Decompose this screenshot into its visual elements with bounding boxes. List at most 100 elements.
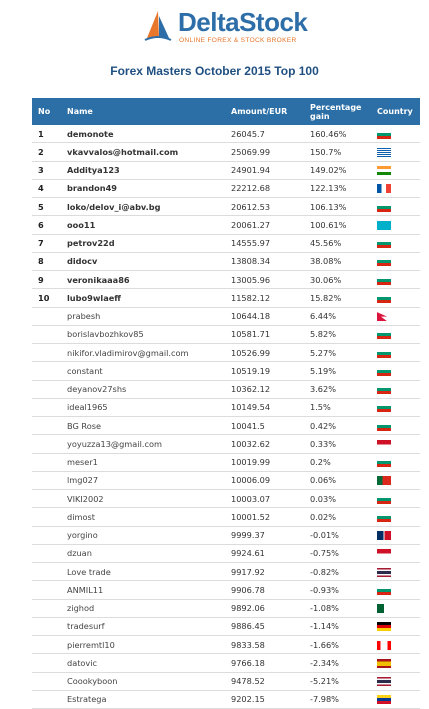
rank-cell: 7 bbox=[32, 234, 61, 253]
rank-cell bbox=[32, 416, 61, 436]
table-header-row: No Name Amount/EUR Percentage gain Count… bbox=[32, 98, 420, 125]
trader-name-cell: demonote bbox=[61, 125, 225, 144]
trader-name-cell: petrov22d bbox=[61, 234, 225, 253]
table-row: meser1 10019.99 0.2% bbox=[32, 453, 420, 472]
trader-name-cell: lmg027 bbox=[61, 471, 225, 491]
table-row: VIKI2002 10003.07 0.03% bbox=[32, 489, 420, 509]
algeria-flag-icon bbox=[377, 604, 391, 614]
bulgaria-flag-icon bbox=[377, 512, 391, 522]
country-cell bbox=[371, 507, 420, 527]
trader-name-cell: meser1 bbox=[61, 453, 225, 472]
table-row: yorgino 9999.37 -0.01% bbox=[32, 526, 420, 545]
trader-name-cell: ideal1965 bbox=[61, 398, 225, 418]
bulgaria-flag-icon bbox=[377, 202, 391, 212]
trader-name-cell: ooo11 bbox=[61, 215, 225, 235]
trader-name-cell: BG Rose bbox=[61, 416, 225, 436]
percentage-gain-cell: -2.34% bbox=[304, 653, 371, 673]
country-cell bbox=[371, 380, 420, 399]
rank-cell bbox=[32, 307, 61, 326]
trader-name-cell: loko/delov_i@abv.bg bbox=[61, 197, 225, 217]
table-row: 5 loko/delov_i@abv.bg 20612.53 106.13% bbox=[32, 197, 420, 217]
indonesia-flag-icon bbox=[377, 439, 391, 449]
trader-name-cell: brandon49 bbox=[61, 179, 225, 199]
amount-cell: 10519.19 bbox=[225, 361, 304, 381]
table-row: Estratega 9202.15 -7.98% bbox=[32, 690, 420, 709]
country-cell bbox=[371, 142, 420, 162]
table-row: datovic 9766.18 -2.34% bbox=[32, 653, 420, 673]
percentage-gain-cell: 6.44% bbox=[304, 307, 371, 326]
percentage-gain-cell: 100.61% bbox=[304, 215, 371, 235]
amount-cell: 20061.27 bbox=[225, 215, 304, 235]
trader-name-cell: prabesh bbox=[61, 307, 225, 326]
amount-cell: 22212.68 bbox=[225, 179, 304, 199]
rank-cell bbox=[32, 380, 61, 399]
percentage-gain-cell: 106.13% bbox=[304, 197, 371, 217]
amount-cell: 9886.45 bbox=[225, 617, 304, 637]
ranking-table: No Name Amount/EUR Percentage gain Count… bbox=[32, 98, 420, 709]
trader-name-cell: datovic bbox=[61, 653, 225, 673]
amount-cell: 10001.52 bbox=[225, 507, 304, 527]
country-cell bbox=[371, 489, 420, 509]
rank-cell bbox=[32, 562, 61, 582]
table-row: yoyuzza13@gmail.com 10032.62 0.33% bbox=[32, 434, 420, 454]
percentage-gain-cell: 0.03% bbox=[304, 489, 371, 509]
table-row: 7 petrov22d 14555.97 45.56% bbox=[32, 234, 420, 253]
percentage-gain-cell: -1.08% bbox=[304, 599, 371, 618]
rank-cell bbox=[32, 471, 61, 491]
percentage-gain-cell: 0.42% bbox=[304, 416, 371, 436]
bulgaria-flag-icon bbox=[377, 330, 391, 340]
rank-cell bbox=[32, 398, 61, 418]
country-cell bbox=[371, 197, 420, 217]
percentage-gain-cell: 0.2% bbox=[304, 453, 371, 472]
trader-name-cell: VIKI2002 bbox=[61, 489, 225, 509]
percentage-gain-cell: 15.82% bbox=[304, 288, 371, 308]
table-row: 10 lubo9wlaeff 11582.12 15.82% bbox=[32, 288, 420, 308]
bulgaria-flag-icon bbox=[377, 494, 391, 504]
indonesia-flag-icon bbox=[377, 549, 391, 559]
country-cell bbox=[371, 580, 420, 600]
table-row: lmg027 10006.09 0.06% bbox=[32, 471, 420, 491]
percentage-gain-cell: 5.19% bbox=[304, 361, 371, 381]
rank-cell bbox=[32, 635, 61, 655]
header-name: Name bbox=[61, 98, 225, 125]
trader-name-cell: dzuan bbox=[61, 544, 225, 564]
trader-name-cell: borislavbozhkov85 bbox=[61, 325, 225, 345]
table-row: nikifor.vladimirov@gmail.com 10526.99 5.27… bbox=[32, 343, 420, 363]
table-row: BG Rose 10041.5 0.42% bbox=[32, 416, 420, 436]
rank-cell bbox=[32, 580, 61, 600]
percentage-gain-cell: 38.08% bbox=[304, 252, 371, 272]
percentage-gain-cell: -0.93% bbox=[304, 580, 371, 600]
amount-cell: 9924.61 bbox=[225, 544, 304, 564]
country-cell bbox=[371, 562, 420, 582]
table-row: ideal1965 10149.54 1.5% bbox=[32, 398, 420, 418]
percentage-gain-cell: -0.01% bbox=[304, 526, 371, 545]
percentage-gain-cell: 5.27% bbox=[304, 343, 371, 363]
amount-cell: 25069.99 bbox=[225, 142, 304, 162]
nepal-flag-icon bbox=[377, 312, 387, 322]
amount-cell: 10362.12 bbox=[225, 380, 304, 399]
trader-name-cell: deyanov27shs bbox=[61, 380, 225, 399]
amount-cell: 13808.34 bbox=[225, 252, 304, 272]
country-cell bbox=[371, 690, 420, 709]
rank-cell bbox=[32, 361, 61, 381]
country-cell bbox=[371, 288, 420, 308]
country-cell bbox=[371, 471, 420, 491]
trader-name-cell: Estratega bbox=[61, 690, 225, 709]
table-row: prabesh 10644.18 6.44% bbox=[32, 307, 420, 326]
france-flag-icon bbox=[377, 184, 391, 194]
rank-cell bbox=[32, 526, 61, 545]
percentage-gain-cell: 3.62% bbox=[304, 380, 371, 399]
amount-cell: 9906.78 bbox=[225, 580, 304, 600]
rank-cell bbox=[32, 672, 61, 691]
table-row: 3 Additya123 24901.94 149.02% bbox=[32, 161, 420, 180]
country-cell bbox=[371, 215, 420, 235]
germany-flag-icon bbox=[377, 622, 391, 632]
country-cell bbox=[371, 635, 420, 655]
amount-cell: 10019.99 bbox=[225, 453, 304, 472]
trader-name-cell: constant bbox=[61, 361, 225, 381]
rank-cell: 4 bbox=[32, 179, 61, 199]
deltastock-sail-icon bbox=[144, 11, 172, 41]
trader-name-cell: ANMIL11 bbox=[61, 580, 225, 600]
bulgaria-flag-icon bbox=[377, 403, 391, 413]
rank-cell: 1 bbox=[32, 125, 61, 144]
